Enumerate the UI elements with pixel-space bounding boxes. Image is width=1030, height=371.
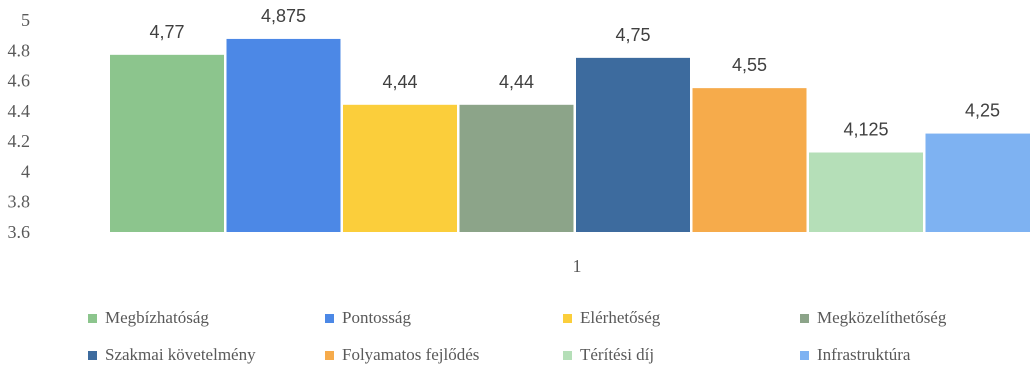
- data-label: 4,875: [261, 6, 306, 26]
- bar: [925, 133, 1030, 232]
- bar: [343, 104, 457, 232]
- y-tick-label: 4.6: [8, 71, 31, 91]
- bar: [809, 152, 923, 232]
- y-tick-label: 4.4: [8, 101, 31, 121]
- data-label: 4,125: [843, 120, 888, 140]
- legend-item: Térítési díj: [563, 345, 654, 365]
- legend: Megbízhatóság Pontosság Elérhetőség Megköze…: [0, 300, 1030, 371]
- data-label: 4,55: [732, 55, 767, 75]
- y-axis-ticks: 5 4.8 4.6 4.4 4.2 4 3.8 3.6: [8, 10, 31, 242]
- legend-swatch: [88, 313, 97, 323]
- bar: [692, 88, 807, 233]
- data-label: 4,44: [382, 72, 417, 92]
- legend-label: Megközelíthetőség: [817, 308, 947, 327]
- legend-item: Folyamatos fejlődés: [325, 345, 479, 365]
- legend-label: Folyamatos fejlődés: [342, 345, 480, 364]
- legend-label: Pontosság: [342, 308, 411, 327]
- y-tick-label: 3.8: [8, 192, 31, 212]
- y-tick-label: 4.2: [8, 131, 31, 151]
- legend-label: Térítési díj: [580, 345, 655, 364]
- legend-item: Infrastruktúra: [800, 345, 910, 365]
- bar: [110, 54, 224, 233]
- x-category-label: 1: [573, 256, 582, 276]
- y-tick-label: 5: [21, 10, 30, 30]
- legend-swatch: [88, 350, 97, 360]
- legend-item: Pontosság: [325, 308, 411, 328]
- data-label: 4,44: [499, 72, 534, 92]
- legend-item: Megközelíthetőség: [800, 308, 946, 328]
- legend-label: Infrastruktúra: [817, 345, 911, 364]
- legend-swatch: [325, 313, 334, 323]
- legend-swatch: [563, 350, 572, 360]
- data-label: 4,75: [615, 25, 650, 45]
- data-label: 4,77: [149, 22, 184, 42]
- y-tick-label: 4: [21, 161, 30, 181]
- legend-label: Elérhetőség: [580, 308, 661, 327]
- legend-item: Szakmai követelmény: [88, 345, 256, 365]
- legend-item: Elérhetőség: [563, 308, 660, 328]
- legend-label: Megbízhatóság: [105, 308, 209, 327]
- y-tick-label: 4.8: [8, 40, 31, 60]
- bars: [110, 38, 1030, 233]
- legend-item: Megbízhatóság: [88, 308, 209, 328]
- bar: [576, 57, 690, 232]
- legend-swatch: [800, 313, 809, 323]
- data-labels: 4,77 4,875 4,44 4,44 4,75 4,55 4,125 4,25: [149, 6, 1000, 140]
- y-tick-label: 3.6: [8, 222, 31, 242]
- data-label: 4,25: [965, 101, 1000, 121]
- bar: [226, 38, 341, 232]
- legend-swatch: [563, 313, 572, 323]
- bar: [459, 104, 574, 232]
- legend-label: Szakmai követelmény: [105, 345, 256, 364]
- legend-swatch: [800, 350, 809, 360]
- legend-swatch: [325, 350, 334, 360]
